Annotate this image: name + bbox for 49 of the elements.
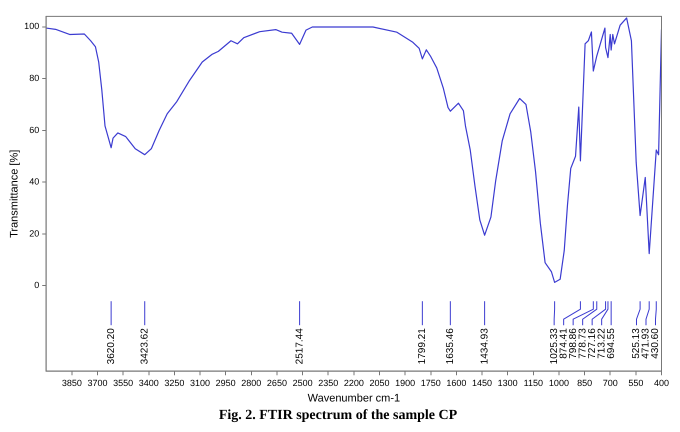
x-tick-label: 2800 <box>241 378 262 388</box>
annotation: 727.16 <box>586 328 598 359</box>
annotation: 430.60 <box>650 328 662 359</box>
x-tick-label: 2500 <box>292 378 313 388</box>
annotation: 778.73 <box>577 328 588 359</box>
y-tick-label: 80 <box>29 73 40 84</box>
x-tick-label: 3850 <box>62 378 82 388</box>
y-axis-title: Transmittance [%] <box>8 150 21 238</box>
x-tick-label: 2350 <box>318 378 338 388</box>
text: Fig. 2. FTIR spectrum of the sample CP <box>218 408 458 424</box>
annotation: 471.93 <box>640 328 652 359</box>
x-tick-label: 1600 <box>446 378 466 388</box>
annotation: 1635.46 <box>445 328 456 364</box>
y-tick-label: 60 <box>29 124 40 135</box>
annotation: 874.41 <box>558 328 570 359</box>
y-tick-label: 100 <box>24 21 40 32</box>
annotation: 1799.21 <box>417 328 428 364</box>
x-tick-label: 1450 <box>472 378 492 388</box>
annotation: 3423.62 <box>139 328 150 364</box>
annotation: 1025.33 <box>548 328 560 364</box>
annotation: 798.86 <box>568 328 579 359</box>
x-tick-label: 3250 <box>164 378 184 388</box>
x-tick-label: 3100 <box>190 378 210 388</box>
x-tick-label: 550 <box>628 378 644 388</box>
annotation: 525.13 <box>631 328 642 359</box>
annotation: 694.55 <box>606 328 617 359</box>
y-tick-label: 0 <box>34 280 40 290</box>
x-tick-label: 1300 <box>498 378 518 388</box>
x-tick-label: 2050 <box>369 378 390 388</box>
y-tick-label: 40 <box>29 176 40 187</box>
x-tick-label: 400 <box>654 378 670 388</box>
annotation: 3620.20 <box>106 328 117 364</box>
x-tick-label: 2950 <box>216 378 236 388</box>
x-tick-label: 3550 <box>113 378 134 388</box>
x-tick-label: 3700 <box>87 378 108 388</box>
x-tick-label: 2650 <box>266 378 287 388</box>
annotation: 2517.44 <box>294 328 306 364</box>
y-tick-label: 20 <box>29 228 40 238</box>
x-tick-label: 2200 <box>344 378 364 388</box>
x-tick-label: 700 <box>602 378 618 388</box>
x-tick-label: 850 <box>577 378 592 388</box>
x-axis-title: Wavenumber cm-1 <box>308 392 400 405</box>
x-tick-label: 1150 <box>524 378 543 388</box>
annotation: 1434.93 <box>479 328 490 364</box>
x-tick-label: 1000 <box>548 378 569 388</box>
x-tick-label: 3400 <box>138 378 159 388</box>
annotation: 713.22 <box>596 328 608 359</box>
x-tick-label: 1900 <box>395 378 416 388</box>
x-tick-label: 1750 <box>420 378 441 388</box>
